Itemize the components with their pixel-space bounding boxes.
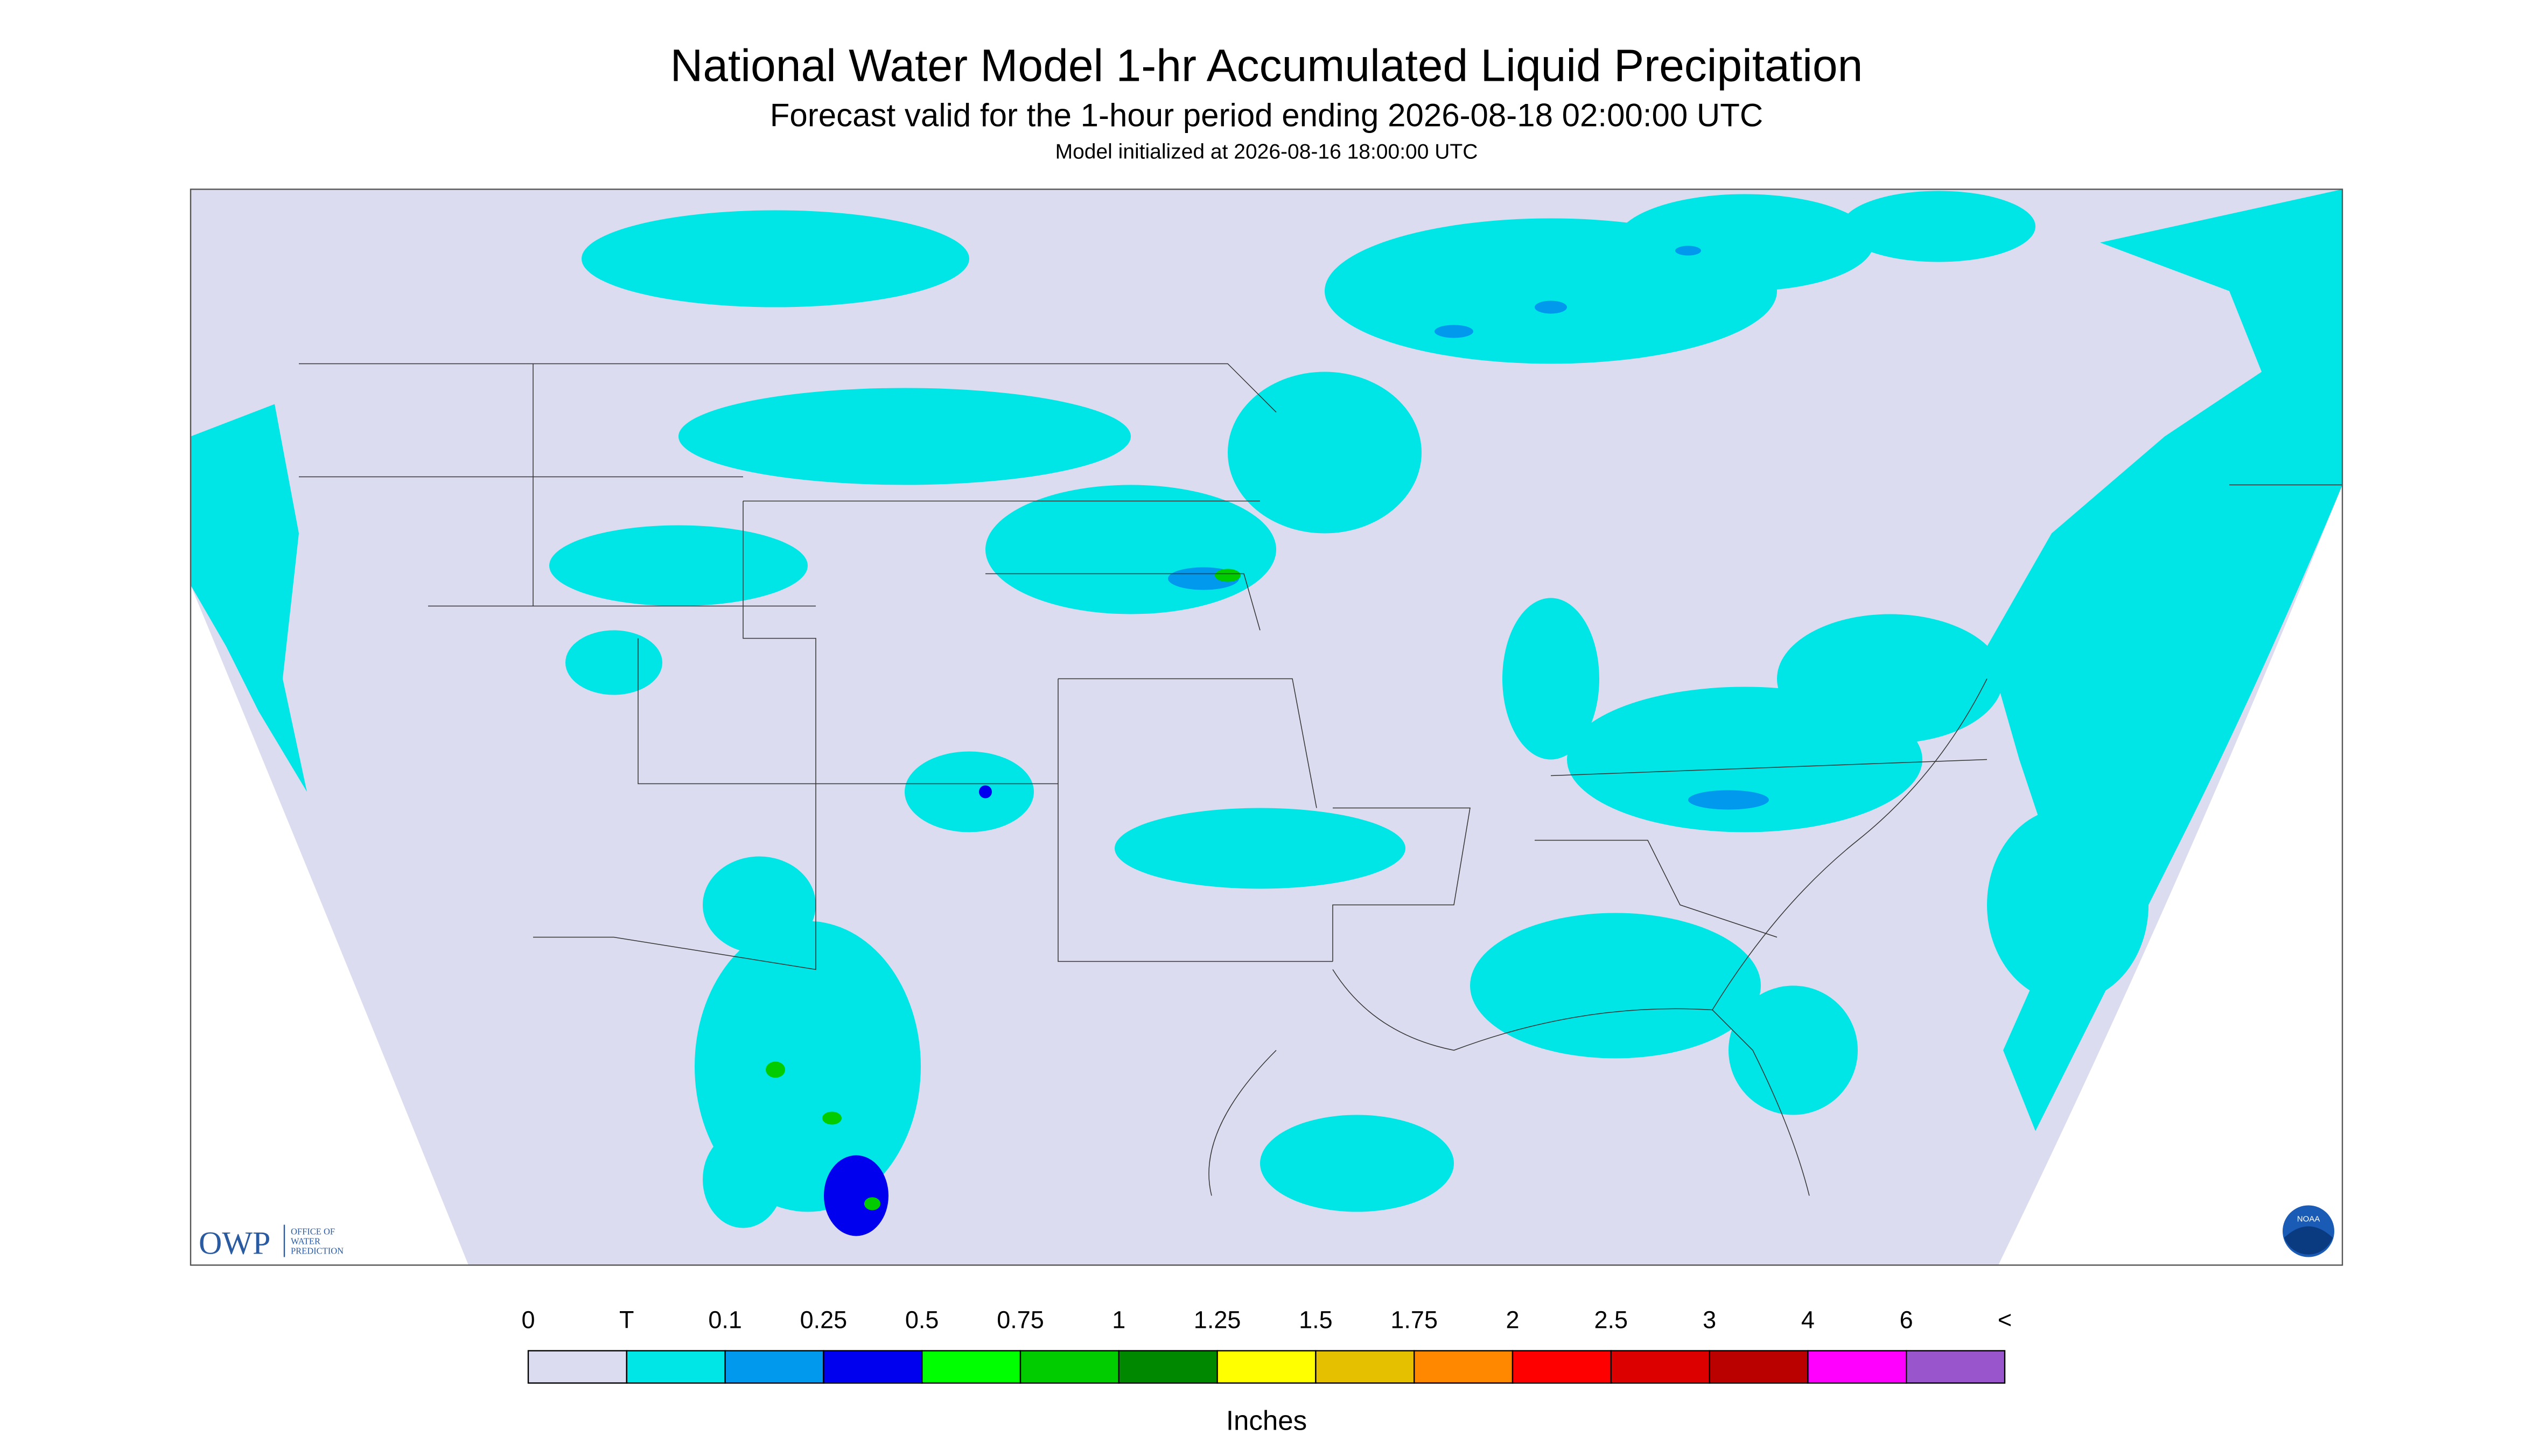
precip (703, 1131, 783, 1228)
noaa-text: NOAA (2297, 1215, 2320, 1224)
legend-swatch (1216, 1350, 1317, 1384)
precip (703, 856, 816, 954)
precip-core (824, 1155, 888, 1236)
subtitle: Forecast valid for the 1-hour period end… (770, 97, 1763, 134)
heavy-precip (766, 246, 1769, 1236)
logo-line: OFFICE OF (291, 1227, 335, 1237)
legend-label: 0 (521, 1306, 535, 1334)
precip-core (979, 785, 992, 799)
precip (1470, 913, 1761, 1059)
precip (905, 751, 1034, 832)
logo-abbr: OWP (199, 1226, 270, 1261)
precip-areas (191, 189, 2342, 1228)
precip-core (1675, 246, 1701, 256)
legend-label: 0.75 (997, 1306, 1044, 1334)
precip (1777, 614, 2003, 744)
legend-swatch (626, 1350, 726, 1384)
legend-swatch (527, 1350, 628, 1384)
legend-swatch (823, 1350, 923, 1384)
init-time: Model initialized at 2026-08-16 18:00:00… (1055, 141, 1478, 164)
legend-swatch (1414, 1350, 1514, 1384)
precip (1842, 191, 2035, 262)
precip (1729, 985, 1858, 1115)
precip-core (1215, 569, 1241, 582)
legend-label: 1.25 (1194, 1306, 1241, 1334)
noaa-logo: NOAA (2283, 1205, 2334, 1257)
legend-swatch (1118, 1350, 1218, 1384)
legend-label: 0.1 (708, 1306, 742, 1334)
legend-swatch (724, 1350, 824, 1384)
legend-label: 0.5 (905, 1306, 939, 1334)
legend-swatch (1807, 1350, 1907, 1384)
legend-label: 6 (1900, 1306, 1913, 1334)
precip-core (1688, 790, 1769, 810)
precip (549, 525, 808, 606)
legend-swatch (1019, 1350, 1120, 1384)
legend-swatch (1512, 1350, 1612, 1384)
precip (985, 485, 1276, 614)
logo-line: PREDICTION (291, 1246, 344, 1256)
title: National Water Model 1-hr Accumulated Li… (670, 40, 1863, 91)
legend-label: 4 (1801, 1306, 1815, 1334)
legend-label: 0.25 (800, 1306, 848, 1334)
legend-label: 3 (1703, 1306, 1716, 1334)
legend-label: 1.75 (1390, 1306, 1438, 1334)
precip (1615, 194, 1874, 291)
precip (1987, 808, 2149, 1002)
legend-label: < (1998, 1306, 2012, 1334)
legend-label: 1.5 (1299, 1306, 1333, 1334)
boundaries (299, 363, 2342, 1196)
precip (1228, 372, 1422, 534)
precip (1260, 1115, 1454, 1212)
precip (191, 404, 307, 792)
precip-core (864, 1197, 880, 1210)
legend-swatch (1315, 1350, 1415, 1384)
legend-label: T (619, 1306, 634, 1334)
logo-line: WATER (291, 1236, 320, 1247)
state-lines (299, 363, 2342, 970)
map: OWP OFFICE OF WATER PREDICTION NOAA (190, 188, 2343, 1266)
coastline (1208, 678, 1988, 1196)
legend: 0 T 0.1 0.25 0.5 0.75 1 1.25 1.5 1.75 2 2.5 3 4 6 < (521, 1306, 2012, 1384)
precip-core (1535, 300, 1567, 314)
precip-core (1435, 325, 1473, 338)
precip (582, 210, 969, 307)
legend-label: 1 (1112, 1306, 1125, 1334)
precip-core (766, 1061, 785, 1078)
noaa-wave (2284, 1226, 2333, 1255)
precip (1502, 598, 1599, 760)
legend-swatch (1905, 1350, 2006, 1384)
legend-label: 2.5 (1594, 1306, 1628, 1334)
map-border (190, 188, 2343, 1266)
precip (678, 388, 1131, 485)
precip (565, 630, 662, 695)
precip (1115, 808, 1405, 889)
legend-swatch (921, 1350, 1021, 1384)
owp-logo: OWP OFFICE OF WATER PREDICTION (199, 1224, 344, 1261)
precip-core (822, 1111, 842, 1125)
legend-unit: Inches (1226, 1405, 1307, 1436)
legend-label: 2 (1506, 1306, 1519, 1334)
legend-swatch (1610, 1350, 1710, 1384)
legend-swatch (1709, 1350, 1809, 1384)
